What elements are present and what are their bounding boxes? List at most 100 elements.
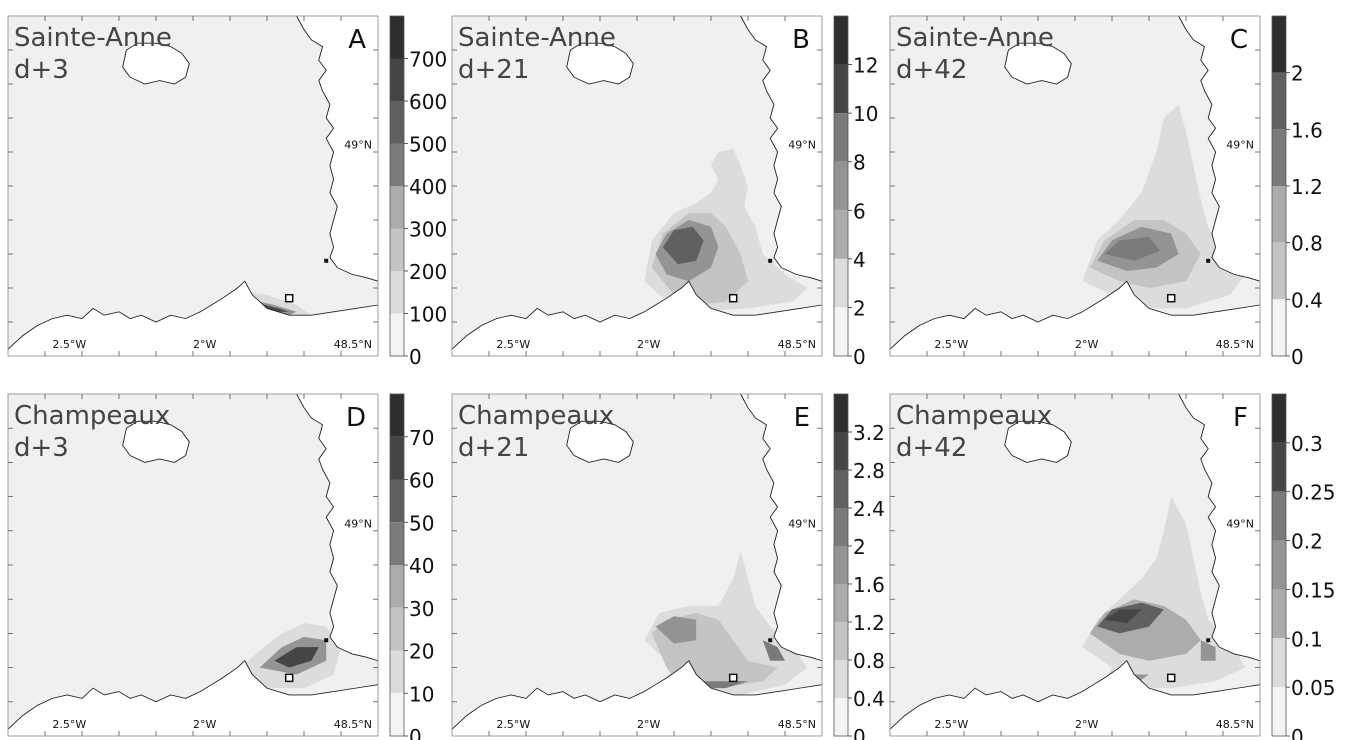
colorbar-tick-label: 2: [853, 296, 866, 320]
outfall-marker: [768, 258, 773, 263]
land-normandy: [740, 394, 822, 661]
colorbar-tick-label: 6: [853, 199, 866, 223]
land-brittany: [890, 660, 1260, 736]
colorbar-band: [834, 470, 848, 508]
colorbar-band: [390, 693, 404, 736]
colorbar-tick-label: 3.2: [853, 421, 885, 445]
colorbar-band: [390, 313, 404, 356]
colorbar-band: [1272, 72, 1286, 130]
colorbar-tick-label: 0.3: [1291, 432, 1323, 456]
concentration-contour: [1104, 609, 1142, 624]
panel-day-label: d+21: [458, 433, 529, 463]
lat-label: 48.5°N: [1216, 338, 1254, 351]
site-marker: [284, 293, 294, 303]
jersey-island: [122, 420, 190, 463]
colorbar-band: [1272, 491, 1286, 541]
colorbar-tick-label: 0: [1291, 725, 1304, 740]
colorbar-band: [834, 307, 848, 356]
lat-label: 48.5°N: [778, 338, 816, 351]
colorbar-tick-label: 0.8: [853, 649, 885, 673]
colorbar-a: 700 600 500 400 300 200 100 0: [389, 15, 447, 369]
lat-label: 49°N: [788, 139, 816, 152]
site-marker: [284, 673, 294, 683]
colorbar-tick-label: 40: [409, 554, 434, 578]
colorbar-band: [1272, 589, 1286, 639]
land-normandy: [1178, 394, 1260, 661]
lon-label: 2.5°W: [934, 338, 968, 351]
colorbar-tick-label: 50: [409, 511, 434, 535]
colorbar-band: [834, 622, 848, 660]
colorbar-band: [1272, 129, 1286, 186]
colorbar-band: [1272, 540, 1286, 590]
colorbar-band: [390, 58, 404, 101]
panel-site-label: Champeaux: [14, 401, 170, 431]
lat-label: 48.5°N: [778, 718, 816, 731]
lon-label: 2°W: [637, 718, 660, 731]
lon-label: 2.5°W: [496, 338, 530, 351]
colorbar-band: [390, 143, 404, 186]
panel-site-label: Champeaux: [458, 401, 614, 431]
land-brittany: [8, 281, 378, 356]
coastline-normandy: [1178, 15, 1261, 282]
colorbar-band: [1272, 16, 1286, 73]
colorbar-tick-label: 4: [853, 248, 866, 272]
coastline-brittany: [7, 280, 379, 350]
sea-field: [8, 16, 378, 356]
colorbar-band: [390, 271, 404, 314]
outfall-marker: [324, 258, 329, 263]
colorbar-band: [390, 186, 404, 229]
site-marker: [1166, 293, 1176, 303]
colorbar-band: [1272, 242, 1286, 300]
colorbar-b: 12 10 8 6 4 2 0: [833, 15, 878, 369]
colorbar-band: [834, 432, 848, 470]
colorbar-tick-label: 20: [409, 640, 434, 664]
colorbar-band: [834, 113, 848, 162]
panel-day-label: d+42: [896, 433, 967, 463]
colorbar-tick-label: 100: [409, 303, 447, 327]
colorbar-tick-label: 10: [409, 682, 434, 706]
colorbar-tick-label: 1.6: [853, 573, 885, 597]
colorbar-band: [834, 660, 848, 698]
panel-letter: B: [792, 25, 810, 55]
colorbar-tick-label: 400: [409, 175, 447, 199]
panel-day-label: d+3: [14, 55, 69, 85]
colorbar-band: [1272, 299, 1286, 356]
lat-label: 48.5°N: [334, 718, 372, 731]
colorbar-tick-label: 2: [1291, 62, 1304, 86]
colorbar-frame: [833, 15, 849, 357]
jersey-island: [566, 420, 634, 463]
colorbar-tick-label: 700: [409, 48, 447, 72]
site-marker: [1166, 673, 1176, 683]
panel-day-label: d+3: [14, 433, 69, 463]
coastline-brittany: [889, 660, 1261, 730]
jersey-island: [1004, 42, 1072, 85]
map-area: [7, 393, 379, 736]
colorbar-tick-label: 0: [853, 725, 866, 740]
concentration-contour: [655, 616, 697, 644]
colorbar-band: [390, 522, 404, 565]
lon-label: 2.5°W: [52, 718, 86, 731]
lat-label: 49°N: [1226, 517, 1254, 530]
colorbar-tick-label: 0.1: [1291, 627, 1323, 651]
concentration-contour: [1104, 237, 1161, 261]
colorbar-band: [390, 650, 404, 694]
colorbar-band: [834, 584, 848, 622]
colorbar-frame: [1271, 393, 1287, 737]
jersey-island: [566, 42, 634, 85]
outfall-marker: [768, 638, 773, 643]
colorbar-tick-label: 0: [409, 725, 422, 740]
coastline-normandy: [1178, 393, 1261, 662]
lon-label: 2.5°W: [52, 338, 86, 351]
colorbar-tick-label: 500: [409, 133, 447, 157]
panel-site-label: Sainte-Anne: [896, 23, 1054, 53]
colorbar-tick-label: 0: [853, 345, 866, 369]
colorbar-tick-label: 300: [409, 218, 447, 242]
panel-site-label: Sainte-Anne: [458, 23, 616, 53]
colorbar-band: [390, 479, 404, 523]
map-area: [889, 15, 1261, 356]
